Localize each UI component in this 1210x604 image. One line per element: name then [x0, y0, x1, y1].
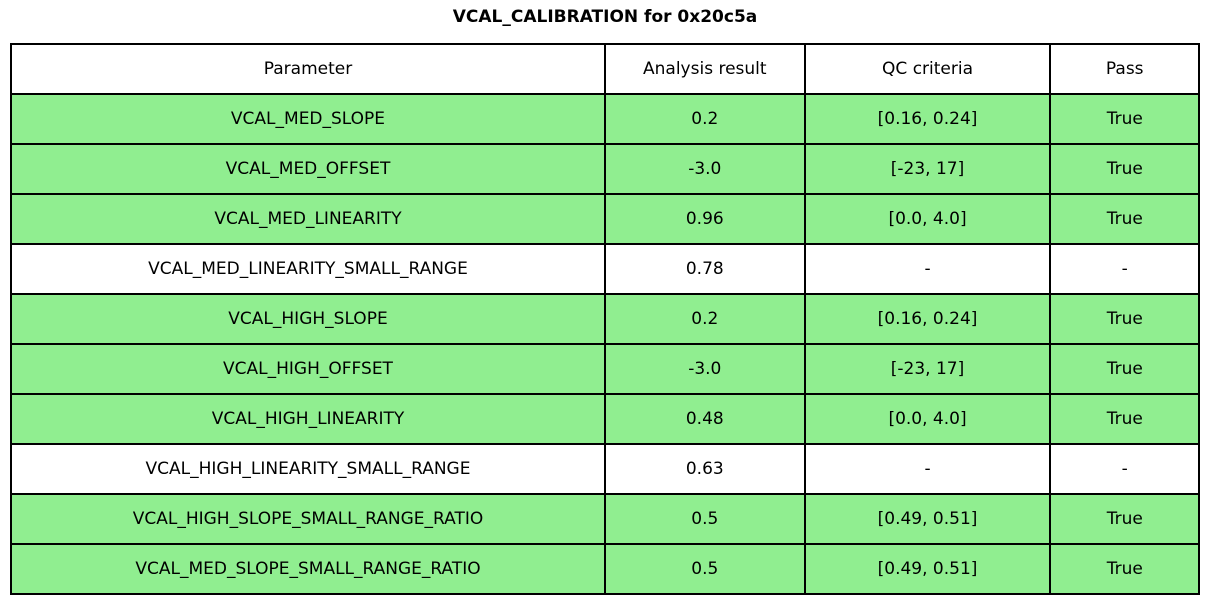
- cell-result: 0.2: [604, 93, 806, 145]
- cell-result: -3.0: [604, 343, 806, 395]
- cell-pass: True: [1049, 293, 1200, 345]
- cell-criteria: [-23, 17]: [803, 143, 1052, 195]
- cell-pass: True: [1049, 193, 1200, 245]
- page-title: VCAL_CALIBRATION for 0x20c5a: [452, 7, 758, 27]
- table-row: VCAL_HIGH_OFFSET -3.0 [-23, 17] True: [10, 343, 1200, 395]
- table-row: VCAL_MED_SLOPE 0.2 [0.16, 0.24] True: [10, 93, 1200, 145]
- cell-criteria: [0.49, 0.51]: [803, 543, 1052, 595]
- cell-pass: True: [1049, 543, 1200, 595]
- table-row: VCAL_MED_OFFSET -3.0 [-23, 17] True: [10, 143, 1200, 195]
- table-row: VCAL_HIGH_LINEARITY 0.48 [0.0, 4.0] True: [10, 393, 1200, 445]
- cell-result: 0.96: [604, 193, 806, 245]
- cell-pass: -: [1049, 443, 1200, 495]
- cell-pass: True: [1049, 343, 1200, 395]
- cell-criteria: -: [803, 243, 1052, 295]
- cell-pass: True: [1049, 93, 1200, 145]
- cell-result: -3.0: [604, 143, 806, 195]
- qc-table: Parameter Analysis result QC criteria Pa…: [10, 43, 1200, 595]
- cell-parameter: VCAL_MED_LINEARITY_SMALL_RANGE: [10, 243, 606, 295]
- cell-criteria: [0.16, 0.24]: [803, 93, 1052, 145]
- col-header-analysis-result: Analysis result: [604, 43, 806, 95]
- cell-parameter: VCAL_HIGH_LINEARITY: [10, 393, 606, 445]
- cell-pass: True: [1049, 493, 1200, 545]
- cell-parameter: VCAL_MED_SLOPE: [10, 93, 606, 145]
- col-header-qc-criteria: QC criteria: [803, 43, 1052, 95]
- cell-criteria: [0.49, 0.51]: [803, 493, 1052, 545]
- cell-criteria: -: [803, 443, 1052, 495]
- cell-criteria: [-23, 17]: [803, 343, 1052, 395]
- table-row: VCAL_HIGH_SLOPE 0.2 [0.16, 0.24] True: [10, 293, 1200, 345]
- cell-result: 0.2: [604, 293, 806, 345]
- col-header-pass: Pass: [1049, 43, 1200, 95]
- header-row: Parameter Analysis result QC criteria Pa…: [10, 43, 1200, 95]
- table-row: VCAL_HIGH_SLOPE_SMALL_RANGE_RATIO 0.5 [0.4…: [10, 493, 1200, 545]
- cell-criteria: [0.16, 0.24]: [803, 293, 1052, 345]
- table-row: VCAL_MED_LINEARITY 0.96 [0.0, 4.0] True: [10, 193, 1200, 245]
- cell-parameter: VCAL_MED_SLOPE_SMALL_RANGE_RATIO: [10, 543, 606, 595]
- table-row: VCAL_MED_LINEARITY_SMALL_RANGE 0.78- -: [10, 243, 1200, 295]
- table-row: VCAL_HIGH_LINEARITY_SMALL_RANGE 0.63- -: [10, 443, 1200, 495]
- cell-parameter: VCAL_HIGH_OFFSET: [10, 343, 606, 395]
- cell-result: 0.78: [604, 243, 806, 295]
- cell-result: 0.5: [604, 543, 806, 595]
- cell-parameter: VCAL_HIGH_SLOPE_SMALL_RANGE_RATIO: [10, 493, 606, 545]
- cell-parameter: VCAL_MED_OFFSET: [10, 143, 606, 195]
- col-header-parameter: Parameter: [10, 43, 606, 95]
- cell-criteria: [0.0, 4.0]: [803, 393, 1052, 445]
- cell-result: 0.5: [604, 493, 806, 545]
- cell-pass: True: [1049, 393, 1200, 445]
- cell-criteria: [0.0, 4.0]: [803, 193, 1052, 245]
- cell-result: 0.48: [604, 393, 806, 445]
- cell-parameter: VCAL_HIGH_LINEARITY_SMALL_RANGE: [10, 443, 606, 495]
- cell-parameter: VCAL_HIGH_SLOPE: [10, 293, 606, 345]
- cell-pass: True: [1049, 143, 1200, 195]
- cell-parameter: VCAL_MED_LINEARITY: [10, 193, 606, 245]
- table-body: VCAL_MED_SLOPE 0.2 [0.16, 0.24] True VCAL_ME…: [10, 93, 1200, 595]
- cell-result: 0.63: [604, 443, 806, 495]
- table-row: VCAL_MED_SLOPE_SMALL_RANGE_RATIO 0.5 [0.49…: [10, 543, 1200, 595]
- cell-pass: -: [1049, 243, 1200, 295]
